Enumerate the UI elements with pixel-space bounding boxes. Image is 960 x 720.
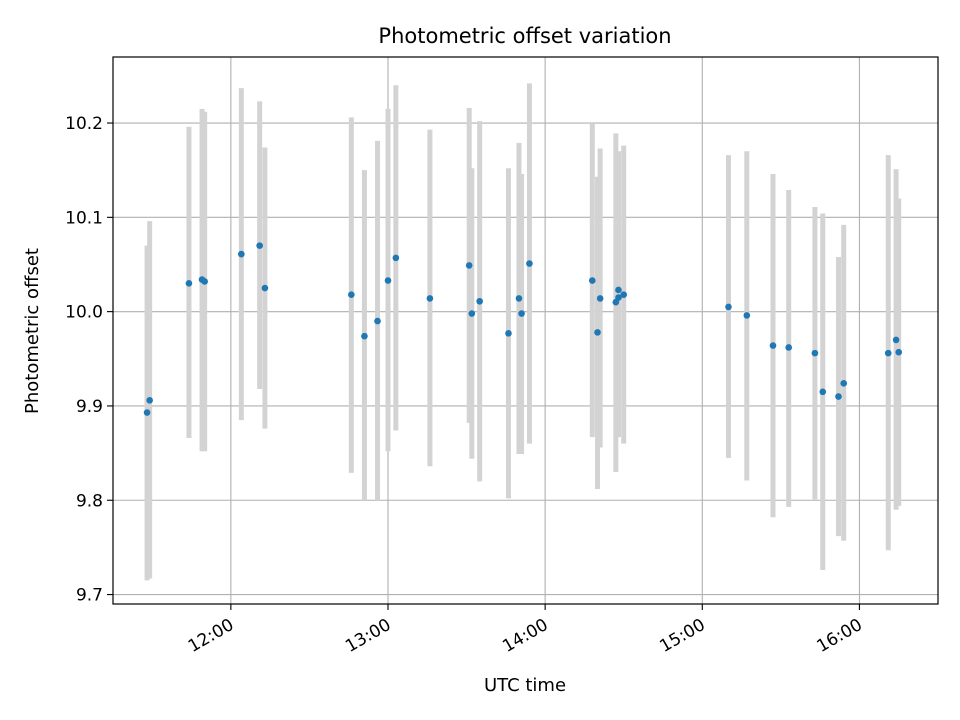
data-point	[596, 295, 604, 302]
y-tick-label: 10.2	[65, 114, 103, 134]
data-point	[384, 277, 392, 284]
data-point	[518, 310, 525, 317]
data-point	[515, 295, 523, 302]
x-axis-label: UTC time	[484, 675, 566, 696]
data-point	[819, 388, 827, 396]
data-point	[811, 349, 819, 357]
data-point	[620, 291, 628, 298]
data-point	[785, 344, 793, 351]
data-point	[505, 330, 512, 337]
data-point	[895, 348, 903, 356]
data-points	[143, 242, 903, 416]
data-point	[588, 277, 596, 284]
y-tick-label: 10.0	[65, 303, 103, 323]
data-point	[476, 297, 483, 305]
data-point	[256, 242, 263, 249]
data-point	[238, 250, 245, 258]
data-point	[143, 409, 151, 416]
data-point	[743, 312, 751, 319]
y-tick-label: 9.8	[76, 491, 103, 511]
data-point	[348, 291, 355, 298]
data-point	[374, 317, 381, 325]
data-point	[892, 336, 900, 344]
y-tick-label: 10.1	[65, 208, 103, 228]
data-point	[615, 286, 622, 294]
y-axis-ticks: 9.7 9.8 9.9 10.0 10.1 10.2	[65, 114, 113, 606]
data-point	[594, 329, 601, 336]
y-axis-label: Photometric offset	[22, 248, 43, 414]
data-point	[840, 380, 848, 387]
chart-title: Photometric offset variation	[378, 24, 671, 48]
data-point	[465, 262, 473, 269]
data-point	[468, 310, 476, 317]
data-point	[725, 303, 732, 311]
data-point	[361, 332, 368, 340]
y-tick-label: 9.7	[76, 586, 103, 606]
data-point	[392, 254, 400, 262]
data-point	[615, 294, 622, 301]
data-point	[769, 342, 777, 349]
data-point	[261, 284, 269, 292]
plot-frame	[112, 56, 939, 605]
data-point	[201, 278, 208, 285]
y-tick-label: 9.9	[76, 397, 103, 417]
data-point	[185, 280, 193, 287]
data-point	[526, 260, 533, 267]
data-point	[426, 295, 434, 302]
data-point	[884, 349, 892, 357]
data-point	[835, 393, 842, 400]
data-point	[146, 396, 153, 404]
